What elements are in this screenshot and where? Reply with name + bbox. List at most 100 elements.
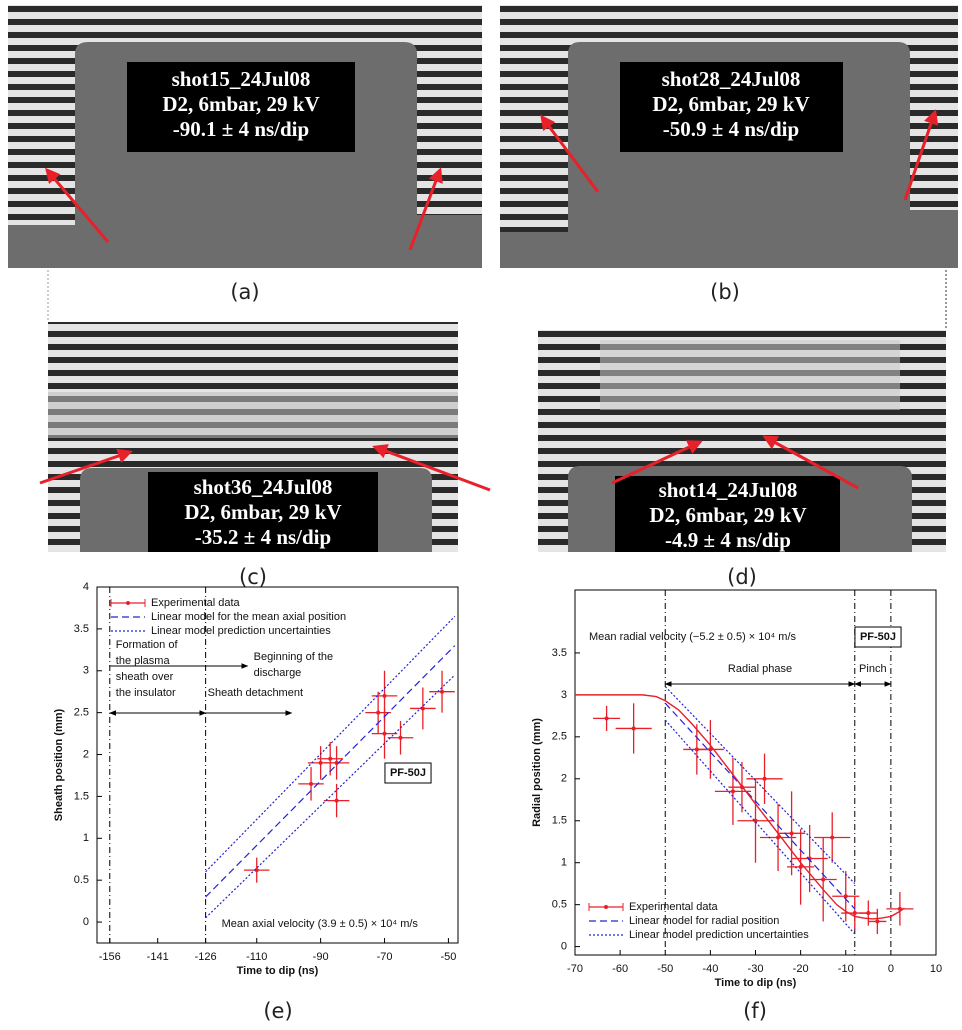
x-tick-label: -50 [440, 951, 456, 963]
data-point [440, 689, 445, 694]
x-tick-label: -30 [748, 963, 764, 975]
y-axis-label: Sheath position (mm) [53, 708, 65, 821]
x-tick-label: -60 [612, 963, 628, 975]
model-line [664, 702, 856, 910]
y-tick-label: 0 [561, 941, 567, 953]
y-tick-label: 1.5 [74, 790, 89, 802]
annotation: PF-50J [860, 631, 896, 643]
y-tick-label: 4 [83, 581, 89, 593]
y-tick-label: 0 [83, 916, 89, 928]
data-point [753, 818, 758, 823]
annotation: Mean radial velocity (−5.2 ± 0.5) × 10⁴ … [589, 631, 797, 643]
data-point [798, 864, 803, 869]
y-tick-label: 3.5 [74, 623, 89, 635]
data-point [708, 747, 713, 752]
interferogram-a: shot15_24Jul08 D2, 6mbar, 29 kV -90.1 ± … [8, 5, 482, 268]
legend-swatch [604, 905, 608, 909]
annotation: Sheath detachment [208, 687, 303, 699]
data-point [604, 716, 609, 721]
caption: (d) [727, 565, 757, 589]
data-point [631, 726, 636, 731]
interferogram-d: shot14_24Jul08 D2, 6mbar, 29 kV -4.9 ± 4… [538, 330, 946, 552]
y-tick-label: 3 [561, 689, 567, 701]
caption: (c) [239, 565, 267, 589]
model-line [205, 674, 456, 919]
data-point [866, 911, 871, 916]
y-tick-label: 1 [83, 832, 89, 844]
legend-label: Linear model prediction uncertainties [629, 929, 809, 941]
x-tick-label: -90 [313, 951, 329, 963]
shot-label: D2, 6mbar, 29 kV [162, 92, 319, 116]
annotation: Mean axial velocity (3.9 ± 0.5) × 10⁴ m/… [222, 918, 419, 930]
shot-label: D2, 6mbar, 29 kV [649, 503, 806, 527]
shot-label: D2, 6mbar, 29 kV [184, 500, 341, 524]
annotation: discharge [254, 667, 302, 679]
data-point [328, 756, 333, 761]
data-point [309, 781, 314, 786]
data-point [730, 789, 735, 794]
data-point [875, 919, 880, 924]
x-tick-label: -141 [147, 951, 169, 963]
data-point [830, 835, 835, 840]
y-tick-label: 3.5 [552, 647, 567, 659]
x-tick-label: -126 [195, 951, 217, 963]
shot-label: shot36_24Jul08 [194, 475, 333, 499]
data-point [334, 798, 339, 803]
shot-label: D2, 6mbar, 29 kV [652, 92, 809, 116]
model-line [205, 615, 456, 873]
caption: (b) [710, 280, 740, 304]
x-tick-label: 0 [888, 963, 894, 975]
x-axis-label: Time to dip (ns) [237, 965, 319, 977]
plot-frame [96, 586, 459, 944]
data-point [762, 776, 767, 781]
legend-swatch [126, 601, 130, 605]
annotation: Radial phase [728, 663, 792, 675]
shot-label: -4.9 ± 4 ns/dip [665, 528, 791, 552]
legend-label: Linear model prediction uncertainties [151, 625, 331, 637]
caption: (a) [230, 280, 259, 304]
x-tick-label: -70 [377, 951, 393, 963]
shot-label: shot14_24Jul08 [659, 478, 798, 502]
data-point [318, 760, 323, 765]
interferogram-b: shot28_24Jul08 D2, 6mbar, 29 kV -50.9 ± … [500, 5, 958, 268]
data-point [852, 911, 857, 916]
legend-label: Experimental data [151, 597, 241, 609]
annotation: Beginning of the [254, 651, 334, 663]
annotation: the plasma [116, 655, 171, 667]
annotation: sheath over [116, 671, 174, 683]
data-point [398, 735, 403, 740]
legend-label: Linear model for the mean axial position [151, 611, 346, 623]
y-tick-label: 2 [83, 748, 89, 760]
data-point [821, 877, 826, 882]
x-tick-label: -70 [567, 963, 583, 975]
x-tick-label: -10 [838, 963, 854, 975]
y-tick-label: 2 [561, 773, 567, 785]
y-tick-label: 0.5 [74, 874, 89, 886]
data-point [776, 835, 781, 840]
legend-label: Linear model for radial position [629, 915, 779, 927]
y-tick-label: 2.5 [74, 707, 89, 719]
x-tick-label: -110 [246, 951, 267, 963]
x-tick-label: -156 [99, 951, 121, 963]
legend-label: Experimental data [629, 901, 719, 913]
annotation: Formation of [116, 639, 179, 651]
model-line [205, 645, 456, 898]
panel-caption: (f) [743, 999, 767, 1023]
model-line [664, 686, 856, 885]
y-tick-label: 2.5 [552, 731, 567, 743]
x-axis-label: Time to dip (ns) [715, 977, 797, 989]
panel-caption: (e) [263, 999, 292, 1023]
y-tick-label: 1 [561, 857, 567, 869]
x-tick-label: -50 [657, 963, 673, 975]
interferogram-c: shot36_24Jul08 D2, 6mbar, 29 kV -35.2 ± … [39, 322, 491, 552]
x-tick-label: 10 [930, 963, 942, 975]
x-tick-label: -40 [702, 963, 718, 975]
data-point [789, 831, 794, 836]
x-tick-label: -20 [793, 963, 809, 975]
annotation: the insulator [116, 687, 176, 699]
data-point [382, 693, 387, 698]
y-tick-label: 1.5 [552, 815, 567, 827]
shot-label: -90.1 ± 4 ns/dip [173, 117, 309, 141]
